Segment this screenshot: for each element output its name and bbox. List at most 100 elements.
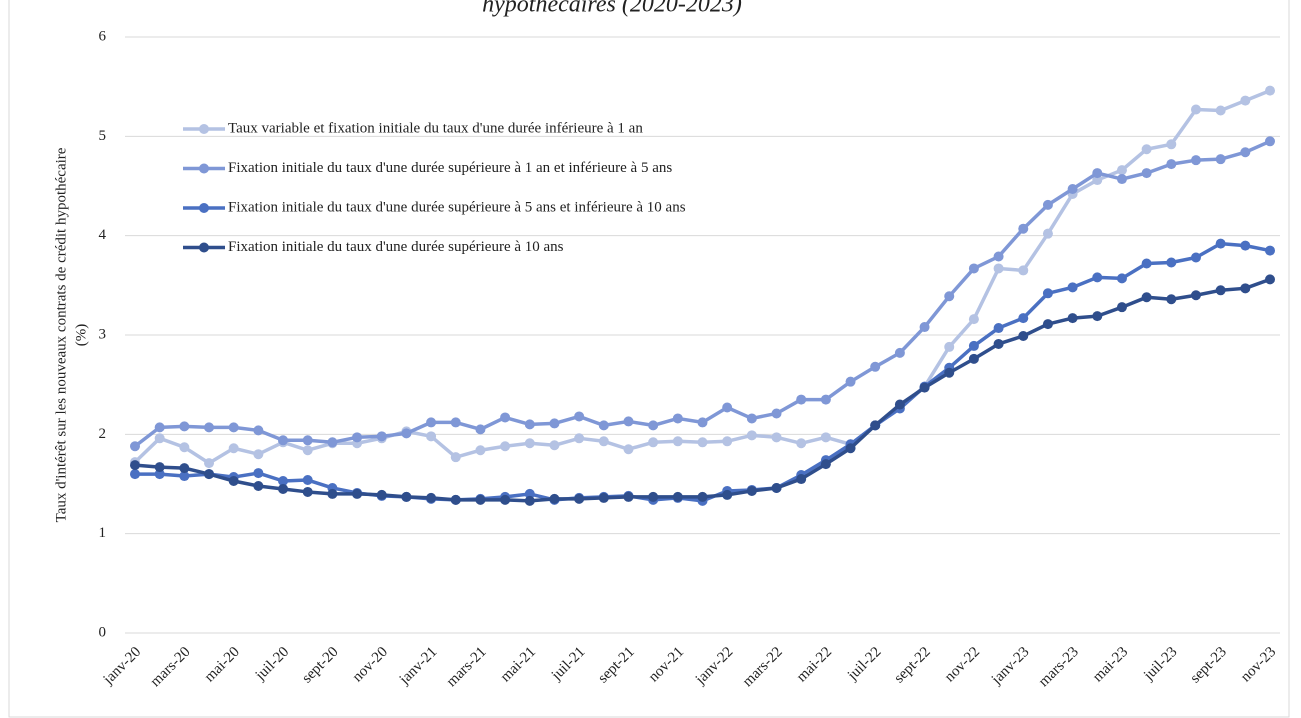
data-point: [401, 428, 412, 439]
data-point: [1092, 311, 1103, 322]
y-tick-label: 4: [99, 227, 107, 243]
data-point: [179, 463, 190, 474]
data-point: [746, 485, 757, 496]
data-point: [302, 445, 313, 456]
data-point: [968, 353, 979, 364]
data-point: [648, 491, 659, 502]
data-point: [919, 322, 930, 333]
data-point: [1240, 240, 1251, 251]
data-point: [352, 488, 363, 499]
x-tick-label: sept-20: [299, 644, 342, 687]
y-tick-label: 5: [99, 128, 107, 144]
data-point: [179, 421, 190, 432]
legend-marker: [199, 163, 209, 174]
x-tick-label: janv-20: [100, 644, 144, 688]
data-point: [426, 492, 437, 503]
data-point: [1215, 285, 1226, 296]
data-point: [771, 482, 782, 493]
data-point: [1092, 175, 1103, 186]
x-tick-label: mai-22: [794, 644, 835, 685]
data-point: [1141, 292, 1152, 303]
data-point: [894, 399, 905, 410]
data-point: [475, 424, 486, 435]
data-point: [302, 435, 313, 446]
data-point: [253, 449, 264, 460]
data-point: [500, 412, 511, 423]
data-point: [549, 418, 560, 429]
data-point: [845, 376, 856, 387]
data-point: [993, 251, 1004, 262]
data-point: [179, 471, 190, 482]
data-point: [1116, 165, 1127, 176]
data-point: [1141, 144, 1152, 155]
data-point: [1067, 183, 1078, 194]
data-point: [944, 341, 955, 352]
data-point: [771, 432, 782, 443]
x-tick-label: nov-22: [942, 644, 983, 685]
data-point: [352, 432, 363, 443]
data-point: [475, 494, 486, 505]
data-point: [1240, 147, 1251, 158]
x-tick-label: nov-20: [350, 644, 391, 685]
data-point: [623, 416, 634, 427]
data-point: [944, 367, 955, 378]
data-point: [672, 491, 683, 502]
x-tick-label: mars-21: [444, 644, 490, 690]
data-point: [796, 394, 807, 405]
data-point: [401, 491, 412, 502]
data-point: [598, 420, 609, 431]
data-point: [278, 476, 289, 487]
legend-label: Fixation initiale du taux d'une durée su…: [228, 160, 672, 176]
data-point: [204, 469, 215, 480]
legend-marker: [199, 124, 209, 134]
data-point: [302, 475, 313, 486]
x-tick-label: mars-23: [1036, 644, 1082, 690]
data-point: [746, 430, 757, 441]
data-point: [179, 442, 190, 453]
data-point: [154, 462, 165, 473]
data-point: [1042, 319, 1053, 330]
data-point: [968, 263, 979, 274]
data-point: [746, 413, 757, 424]
data-point: [1166, 139, 1177, 150]
data-point: [253, 468, 264, 479]
x-tick-label: janv-23: [988, 644, 1032, 688]
data-point: [1190, 104, 1201, 115]
data-point: [722, 436, 733, 447]
data-point: [1116, 302, 1127, 313]
data-point: [549, 440, 560, 451]
data-point: [228, 422, 239, 433]
data-point: [253, 425, 264, 436]
data-point: [1190, 290, 1201, 301]
x-tick-label: nov-23: [1238, 644, 1279, 685]
x-tick-label: sept-21: [595, 644, 638, 687]
data-point: [820, 394, 831, 405]
data-point: [796, 474, 807, 485]
data-point: [228, 443, 239, 454]
x-tick-label: sept-22: [891, 644, 934, 687]
data-point: [1240, 95, 1251, 106]
data-point: [130, 469, 140, 480]
data-point: [500, 494, 511, 505]
data-point: [1042, 288, 1053, 299]
y-tick-label: 2: [99, 426, 107, 442]
x-tick-label: juil-23: [1140, 644, 1180, 684]
data-point: [278, 483, 289, 494]
data-point: [1092, 272, 1103, 283]
data-point: [722, 402, 733, 413]
data-point: [993, 323, 1004, 334]
data-point: [426, 431, 437, 442]
data-point: [450, 494, 461, 505]
data-point: [993, 263, 1004, 274]
chart-border: [8, 0, 1290, 718]
data-point: [722, 489, 733, 500]
y-tick-label: 6: [99, 28, 107, 44]
data-point: [1215, 105, 1226, 116]
data-point: [228, 476, 239, 487]
x-tick-label: mai-20: [202, 644, 243, 685]
data-point: [1265, 136, 1275, 147]
data-point: [130, 460, 140, 471]
y-axis-label: (%): [73, 324, 89, 347]
